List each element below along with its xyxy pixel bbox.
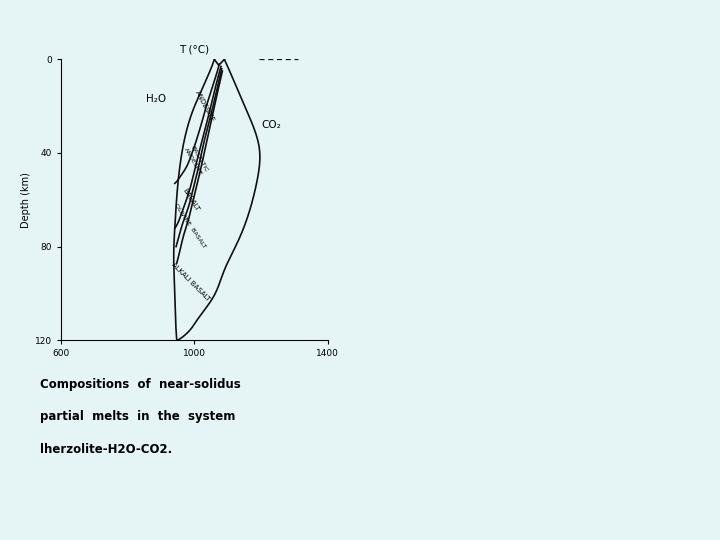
Text: Compositions  of  near-solidus: Compositions of near-solidus: [40, 378, 240, 391]
Text: BASALTIC
ANDESITE: BASALTIC ANDESITE: [184, 144, 209, 176]
Text: H₂O: H₂O: [146, 94, 166, 104]
Title: T (°C): T (°C): [179, 44, 210, 55]
Text: partial  melts  in  the  system: partial melts in the system: [40, 410, 235, 423]
Text: BASALT: BASALT: [181, 187, 200, 212]
Y-axis label: Depth (km): Depth (km): [21, 172, 31, 228]
Text: ANDESITE: ANDESITE: [194, 90, 215, 123]
Text: lherzolite-H2O-CO2.: lherzolite-H2O-CO2.: [40, 443, 172, 456]
Text: CO₂: CO₂: [261, 120, 282, 130]
Text: OLIVINE  BASALT: OLIVINE BASALT: [173, 202, 206, 248]
Text: ALKALI BASALT: ALKALI BASALT: [171, 261, 212, 302]
